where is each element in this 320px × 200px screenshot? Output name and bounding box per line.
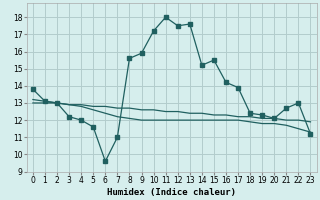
X-axis label: Humidex (Indice chaleur): Humidex (Indice chaleur) <box>107 188 236 197</box>
